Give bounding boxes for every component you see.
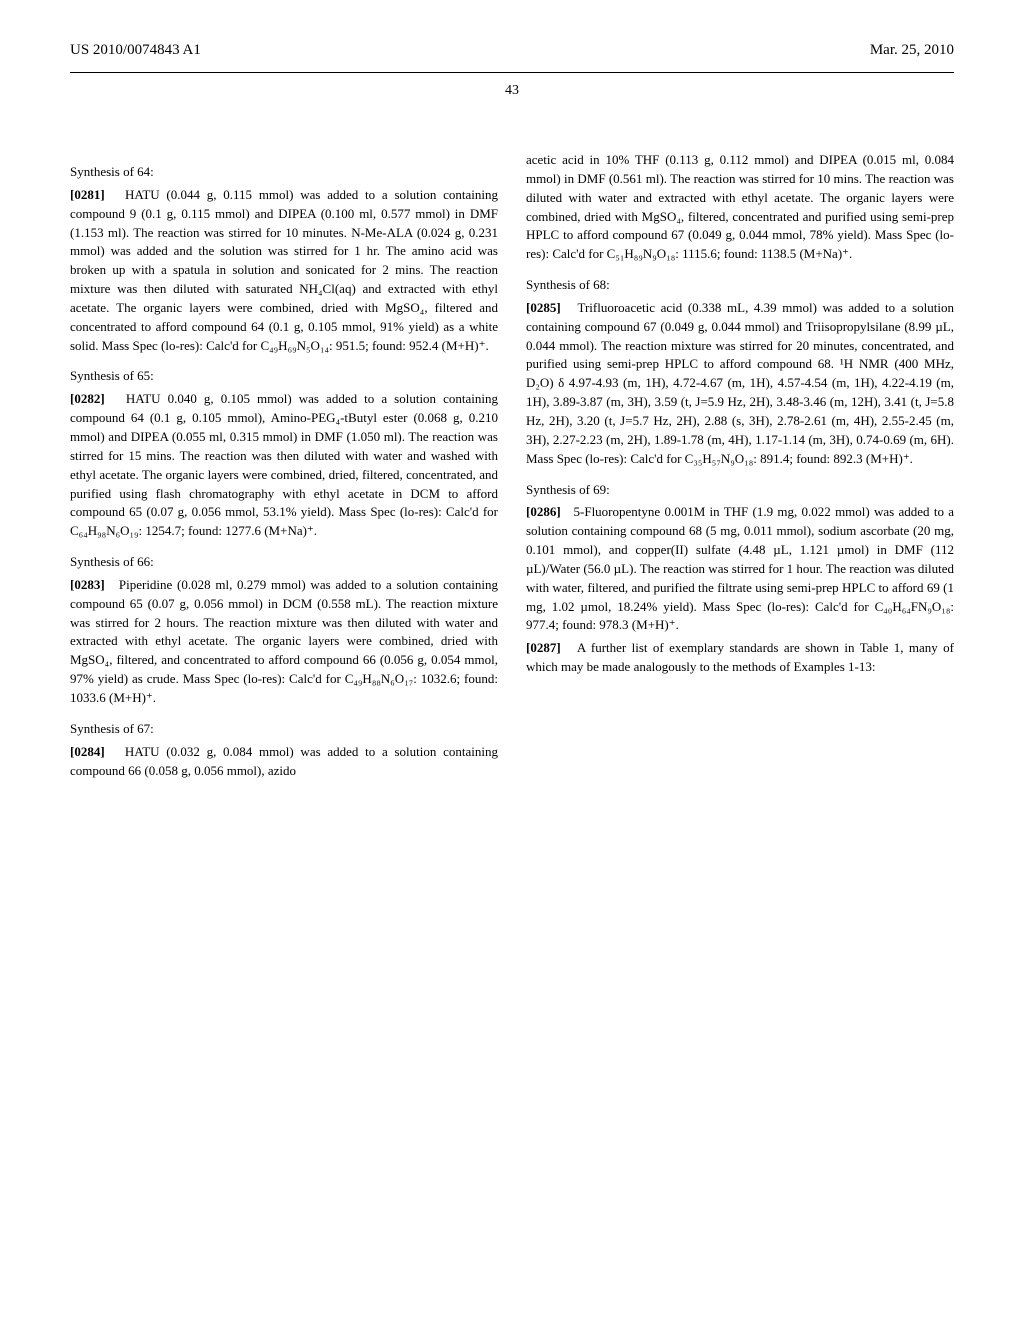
para-num-0286: [0286]: [526, 504, 561, 519]
section-title-65: Synthesis of 65:: [70, 367, 498, 386]
page-header: US 2010/0074843 A1 Mar. 25, 2010: [70, 40, 954, 62]
publication-date: Mar. 25, 2010: [870, 40, 954, 62]
para-text-0283: Piperidine (0.028 ml, 0.279 mmol) was ad…: [70, 577, 498, 705]
paragraph-0286: [0286] 5-Fluoropentyne 0.001M in THF (1.…: [526, 503, 954, 635]
para-text-0281: HATU (0.044 g, 0.115 mmol) was added to …: [70, 187, 498, 353]
para-text-0287: A further list of exemplary standards ar…: [526, 640, 954, 674]
right-column: acetic acid in 10% THF (0.113 g, 0.112 m…: [526, 151, 954, 784]
para-num-0284: [0284]: [70, 744, 105, 759]
paragraph-0283: [0283] Piperidine (0.028 ml, 0.279 mmol)…: [70, 576, 498, 708]
section-title-67: Synthesis of 67:: [70, 720, 498, 739]
para-num-0282: [0282]: [70, 391, 105, 406]
paragraph-0284-cont: acetic acid in 10% THF (0.113 g, 0.112 m…: [526, 151, 954, 264]
paragraph-0287: [0287] A further list of exemplary stand…: [526, 639, 954, 677]
para-text-0286: 5-Fluoropentyne 0.001M in THF (1.9 mg, 0…: [526, 504, 954, 632]
section-title-69: Synthesis of 69:: [526, 481, 954, 500]
paragraph-0284: [0284] HATU (0.032 g, 0.084 mmol) was ad…: [70, 743, 498, 781]
para-num-0283: [0283]: [70, 577, 105, 592]
paragraph-0285: [0285] Trifluoroacetic acid (0.338 mL, 4…: [526, 299, 954, 469]
para-num-0287: [0287]: [526, 640, 561, 655]
left-column: Synthesis of 64: [0281] HATU (0.044 g, 0…: [70, 151, 498, 784]
para-text-0282: HATU 0.040 g, 0.105 mmol) was added to a…: [70, 391, 498, 538]
page-number: 43: [70, 81, 954, 101]
section-title-68: Synthesis of 68:: [526, 276, 954, 295]
para-text-0284: HATU (0.032 g, 0.084 mmol) was added to …: [70, 744, 498, 778]
paragraph-0281: [0281] HATU (0.044 g, 0.115 mmol) was ad…: [70, 186, 498, 356]
section-title-66: Synthesis of 66:: [70, 553, 498, 572]
section-title-64: Synthesis of 64:: [70, 163, 498, 182]
content-columns: Synthesis of 64: [0281] HATU (0.044 g, 0…: [70, 151, 954, 784]
header-divider: [70, 72, 954, 73]
para-num-0285: [0285]: [526, 300, 561, 315]
para-num-0281: [0281]: [70, 187, 105, 202]
paragraph-0282: [0282] HATU 0.040 g, 0.105 mmol) was add…: [70, 390, 498, 541]
publication-number: US 2010/0074843 A1: [70, 40, 201, 62]
para-text-0285: Trifluoroacetic acid (0.338 mL, 4.39 mmo…: [526, 300, 954, 466]
